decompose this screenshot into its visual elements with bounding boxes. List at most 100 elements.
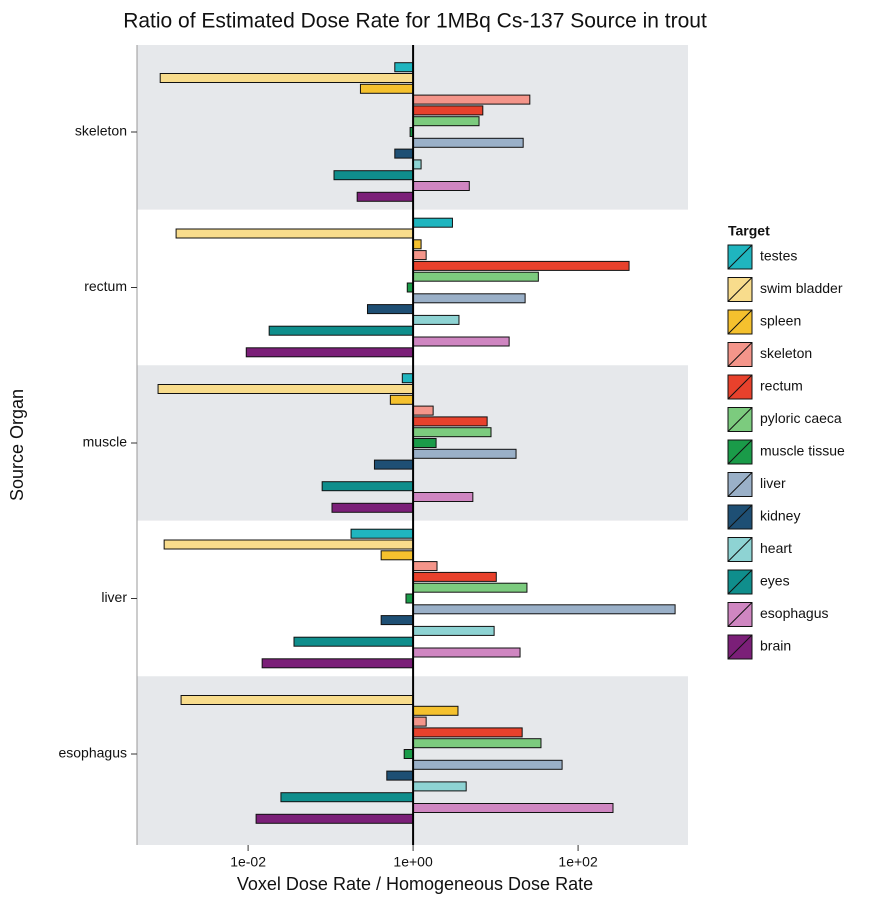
bar xyxy=(175,228,414,239)
legend-key-slash xyxy=(727,537,753,562)
legend-key-slash xyxy=(727,472,753,497)
bar xyxy=(394,148,414,159)
bar xyxy=(268,325,414,336)
bar xyxy=(412,159,422,170)
x-tick-label: 1e+02 xyxy=(558,854,598,870)
bar xyxy=(333,170,414,181)
bar xyxy=(359,83,414,94)
legend-label: swim bladder xyxy=(760,280,843,296)
bar xyxy=(412,217,453,228)
legend-key-slash xyxy=(727,374,753,400)
x-tick-label: 1e+00 xyxy=(393,854,433,870)
legend-key-slash xyxy=(727,309,753,335)
bar xyxy=(412,738,542,749)
chart-title: Ratio of Estimated Dose Rate for 1MBq Cs… xyxy=(123,10,707,33)
bar xyxy=(412,181,470,191)
bar xyxy=(412,561,438,572)
bar xyxy=(412,727,523,738)
bar xyxy=(412,116,480,127)
bar xyxy=(163,539,414,550)
legend-label: kidney xyxy=(760,508,800,524)
bar xyxy=(157,384,414,394)
legend-key-slash xyxy=(727,244,753,270)
bar xyxy=(412,427,492,438)
bar xyxy=(412,448,517,459)
bar xyxy=(159,73,414,83)
bar xyxy=(331,502,414,513)
legend-label: testes xyxy=(760,248,797,264)
legend-key-slash xyxy=(727,342,753,367)
legend-label: liver xyxy=(760,475,786,491)
legend-label: pyloric caeca xyxy=(760,410,842,426)
legend-label: eyes xyxy=(760,573,790,589)
bar xyxy=(412,716,427,727)
bar xyxy=(412,293,526,304)
bar xyxy=(380,615,414,626)
legend-key-slash xyxy=(727,504,753,530)
bar xyxy=(366,304,414,315)
bar xyxy=(412,625,495,636)
bar xyxy=(261,658,414,669)
bar xyxy=(412,781,467,792)
bar xyxy=(412,492,474,502)
y-tick-label: skeleton xyxy=(75,123,127,139)
bar xyxy=(412,137,524,148)
legend-label: muscle tissue xyxy=(760,443,845,459)
legend-label: brain xyxy=(760,638,791,654)
bar xyxy=(403,749,414,759)
bar xyxy=(255,813,414,824)
x-tick-label: 1e-02 xyxy=(230,854,266,870)
legend-label: rectum xyxy=(760,378,803,394)
bar xyxy=(412,260,630,271)
bar xyxy=(293,636,414,647)
bar xyxy=(180,695,414,705)
bar xyxy=(321,481,414,492)
bar xyxy=(412,336,510,347)
legend-key-slash xyxy=(727,602,753,627)
bar xyxy=(412,416,488,427)
bar xyxy=(412,239,422,250)
bar xyxy=(412,250,427,261)
bar xyxy=(380,550,414,561)
bar xyxy=(412,94,531,105)
bar xyxy=(412,105,484,116)
legend-label: esophagus xyxy=(760,605,829,621)
bar xyxy=(412,582,528,593)
bar xyxy=(386,770,414,781)
y-tick-label: liver xyxy=(101,589,127,605)
bar xyxy=(394,62,414,73)
y-tick-label: rectum xyxy=(84,278,127,294)
bar xyxy=(412,271,539,282)
bar xyxy=(412,314,460,325)
legend-key-slash xyxy=(727,277,753,302)
x-axis-label: Voxel Dose Rate / Homogeneous Dose Rate xyxy=(237,874,593,894)
bar xyxy=(373,459,414,470)
bar xyxy=(412,759,563,770)
bar xyxy=(401,373,414,384)
bar xyxy=(412,604,676,615)
legend-key-slash xyxy=(727,634,753,660)
bar xyxy=(412,438,437,448)
legend-label: skeleton xyxy=(760,345,812,361)
y-tick-label: muscle xyxy=(83,434,128,450)
bar xyxy=(280,792,414,803)
bar xyxy=(412,705,459,716)
bar xyxy=(412,647,521,658)
bar xyxy=(389,394,414,405)
y-tick-label: esophagus xyxy=(58,745,127,761)
legend-label: heart xyxy=(760,540,792,556)
legend-label: spleen xyxy=(760,313,801,329)
legend-key-slash xyxy=(727,569,753,595)
bar xyxy=(356,191,414,202)
bar xyxy=(405,593,414,604)
bar xyxy=(245,347,414,358)
bar xyxy=(350,528,414,539)
legend-key-slash xyxy=(727,407,753,432)
y-axis-label: Source Organ xyxy=(7,389,27,501)
bar xyxy=(412,571,497,582)
bar xyxy=(412,405,434,416)
bar xyxy=(412,803,614,813)
legend-title: Target xyxy=(728,223,770,239)
legend-key-slash xyxy=(727,439,753,465)
